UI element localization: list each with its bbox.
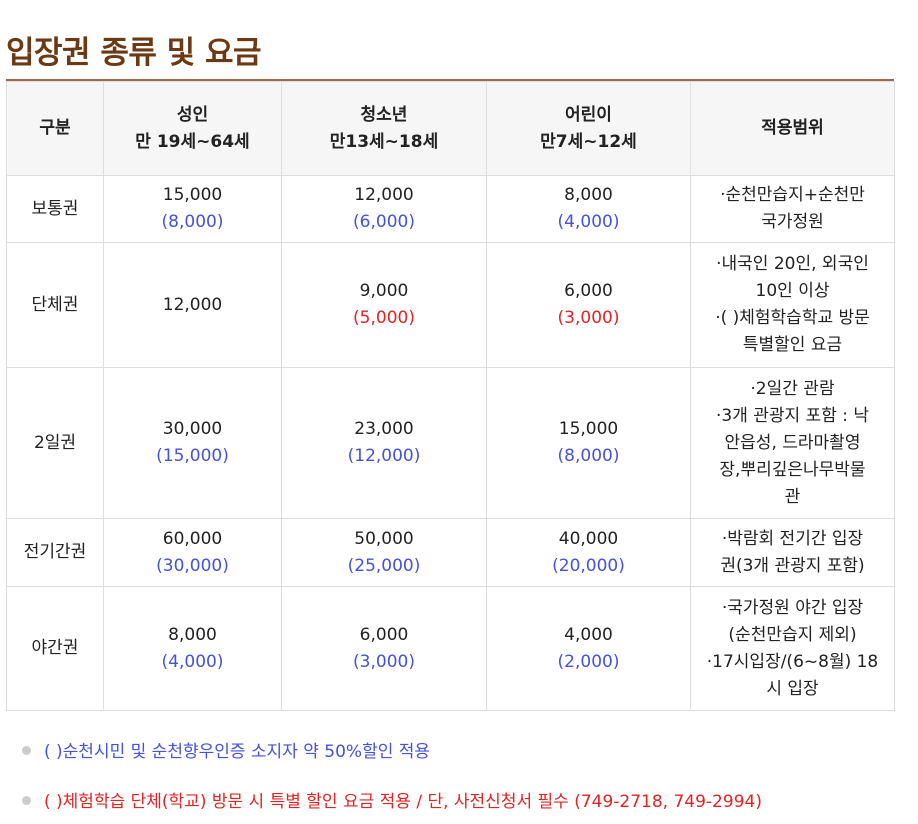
discount-price: (30,000) [156, 555, 229, 576]
discount-price: (3,000) [353, 651, 415, 672]
price: 12,000 [162, 294, 223, 315]
scope-cell: ·순천만습지+순천만 국가정원 [690, 175, 895, 243]
price: 8,000 [168, 624, 217, 645]
youth-price-cell: 12,000 (6,000) [281, 175, 487, 243]
youth-price-cell: 9,000 (5,000) [281, 242, 487, 368]
discount-price: (25,000) [347, 555, 421, 576]
bullet-icon [22, 795, 31, 805]
child-price-cell: 40,000 (20,000) [486, 518, 691, 587]
ticket-type-cell: 단체권 [6, 242, 104, 368]
price: 60,000 [162, 528, 223, 549]
note-citizen-discount: ( )순천시민 및 순천향우인증 소지자 약 50%할인 적용 [6, 740, 430, 764]
ticket-type-cell: 야간권 [6, 586, 104, 711]
child-price-cell: 4,000 (2,000) [486, 586, 691, 711]
ticket-type-cell: 2일권 [6, 367, 104, 519]
price: 6,000 [564, 281, 613, 301]
price: 15,000 [558, 419, 619, 439]
scope-cell: ·내국인 20인, 외국인 10인 이상 ·( )체험학습학교 방문 특별할인 … [690, 242, 895, 368]
adult-price-cell: 30,000 (15,000) [103, 367, 282, 519]
table-row: 전기간권 60,000 (30,000) 50,000 (25,000) 40,00… [6, 518, 895, 587]
discount-price: (6,000) [353, 212, 415, 232]
price: 40,000 [558, 528, 619, 549]
discount-price: (4,000) [557, 212, 620, 232]
scope-cell: ·박람회 전기간 입장 권(3개 관광지 포함) [690, 518, 895, 587]
discount-price: (5,000) [353, 308, 415, 328]
child-price-cell: 15,000 (8,000) [486, 367, 691, 519]
price: 9,000 [359, 281, 409, 301]
header-child-label: 어린이 [565, 104, 612, 125]
child-price-cell: 8,000 (4,000) [486, 175, 691, 243]
price: 23,000 [354, 419, 414, 439]
youth-price-cell: 23,000 (12,000) [281, 367, 487, 519]
ticket-type-cell: 전기간권 [6, 518, 104, 587]
table-row: 보통권 15,000 (8,000) 12,000 (6,000) 8,000 (4,… [6, 175, 895, 243]
price: 30,000 [162, 419, 223, 439]
table-row: 야간권 8,000 (4,000) 6,000 (3,000) 4,000 (2,00… [6, 586, 895, 711]
header-child-age: 만7세~12세 [540, 131, 637, 152]
header-youth-label: 청소년 [360, 104, 408, 125]
ticket-type-cell: 보통권 [6, 175, 104, 243]
price: 4,000 [564, 624, 613, 645]
discount-price: (4,000) [161, 651, 224, 672]
scope-cell: ·2일간 관람 ·3개 관광지 포함 : 낙 안읍성, 드라마촬영 장,뿌리깊은… [690, 367, 895, 519]
table-row: 단체권 12,000 9,000 (5,000) 6,000 (3,000) ·내국… [6, 242, 895, 368]
price: 50,000 [354, 528, 414, 549]
page-title: 입장권 종류 및 요금 [6, 34, 262, 71]
discount-price: (8,000) [161, 212, 224, 232]
discount-price: (15,000) [156, 446, 229, 466]
discount-price: (2,000) [557, 651, 620, 672]
header-youth-age: 만13세~18세 [329, 131, 439, 152]
title-divider [6, 79, 894, 81]
adult-price-cell: 12,000 [103, 242, 282, 368]
adult-price-cell: 15,000 (8,000) [103, 175, 282, 243]
note-text: ( )체험학습 단체(학교) 방문 시 특별 할인 요금 적용 / 단, 사전신… [44, 792, 762, 812]
discount-price: (20,000) [552, 555, 625, 576]
discount-price: (8,000) [557, 446, 620, 466]
header-adult-label: 성인 [176, 104, 209, 125]
price: 15,000 [162, 185, 223, 205]
bullet-icon [22, 745, 31, 755]
youth-price-cell: 50,000 (25,000) [281, 518, 487, 587]
adult-price-cell: 8,000 (4,000) [103, 586, 282, 711]
discount-price: (3,000) [557, 308, 620, 328]
discount-price: (12,000) [347, 446, 421, 466]
price: 8,000 [564, 185, 613, 205]
youth-price-cell: 6,000 (3,000) [281, 586, 487, 711]
note-text: ( )순천시민 및 순천향우인증 소지자 약 50%할인 적용 [44, 742, 431, 762]
header-scope: 적용범위 [690, 81, 895, 176]
header-adult-age: 만 19세~64세 [135, 131, 250, 152]
table-row: 2일권 30,000 (15,000) 23,000 (12,000) 15,000… [6, 367, 895, 519]
scope-cell: ·국가정원 야간 입장 (순천만습지 제외) ·17시입장/(6~8월) 18 … [690, 586, 895, 711]
note-school-group-discount: ( )체험학습 단체(학교) 방문 시 특별 할인 요금 적용 / 단, 사전신… [6, 790, 762, 814]
child-price-cell: 6,000 (3,000) [486, 242, 691, 368]
price: 12,000 [354, 185, 414, 205]
adult-price-cell: 60,000 (30,000) [103, 518, 282, 587]
price: 6,000 [359, 624, 409, 645]
header-category: 구분 [6, 81, 104, 176]
